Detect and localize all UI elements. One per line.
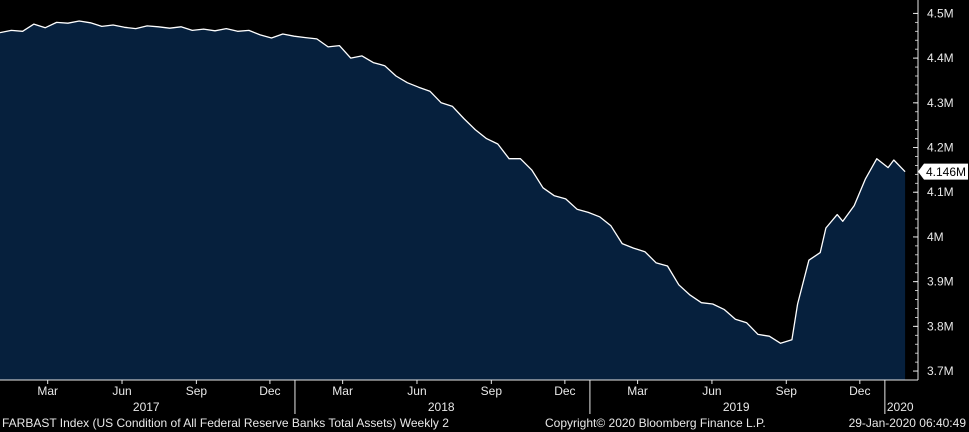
year-label: 2019 — [723, 400, 750, 414]
index-description: FARBAST Index (US Condition of All Feder… — [2, 416, 449, 430]
x-tick-label: Jun — [407, 384, 426, 398]
x-tick-label: Jun — [702, 384, 721, 398]
x-axis: Mar Jun Sep Dec Mar Jun Sep Dec Mar Jun Sep Dec 2017… — [0, 379, 918, 414]
footer: FARBAST Index (US Condition of All Feder… — [0, 414, 969, 432]
x-tick-label: Mar — [332, 384, 353, 398]
x-tick-label: Jun — [112, 384, 131, 398]
x-tick-label: Dec — [554, 384, 575, 398]
y-tick-label: 4.3M — [927, 96, 954, 110]
y-tick-label: 4.2M — [927, 141, 954, 155]
last-value-tag — [918, 163, 968, 180]
x-tick-label: Mar — [627, 384, 648, 398]
x-tick-label: Dec — [849, 384, 870, 398]
y-axis: 3.7M 3.8M 3.9M 4M 4.1M 4.2M 4.3M 4.4M 4.5M 4.146M — [913, 0, 968, 380]
y-tick-label: 4.4M — [927, 51, 954, 65]
series-area — [0, 21, 906, 380]
y-tick-label: 4.5M — [927, 6, 954, 20]
year-label: 2020 — [887, 400, 914, 414]
y-tick-label: 4.1M — [927, 185, 954, 199]
chart-area-layer — [0, 21, 906, 380]
y-tick-label: 3.7M — [927, 364, 954, 378]
x-tick-label: Sep — [186, 384, 208, 398]
year-label: 2018 — [428, 400, 455, 414]
copyright: Copyright© 2020 Bloomberg Finance L.P. — [545, 416, 766, 430]
series-line — [0, 20, 906, 344]
x-tick-label: Mar — [37, 384, 58, 398]
chart-line-layer — [0, 20, 906, 344]
x-tick-label: Dec — [259, 384, 280, 398]
year-label: 2017 — [133, 400, 160, 414]
y-tick-label: 4M — [927, 230, 944, 244]
y-tick-label: 3.8M — [927, 319, 954, 333]
x-tick-label: Sep — [481, 384, 503, 398]
y-tick-label: 3.9M — [927, 275, 954, 289]
x-tick-label: Sep — [776, 384, 798, 398]
last-value-label: 4.146M — [926, 165, 966, 179]
timestamp: 29-Jan-2020 06:40:49 — [848, 416, 966, 430]
